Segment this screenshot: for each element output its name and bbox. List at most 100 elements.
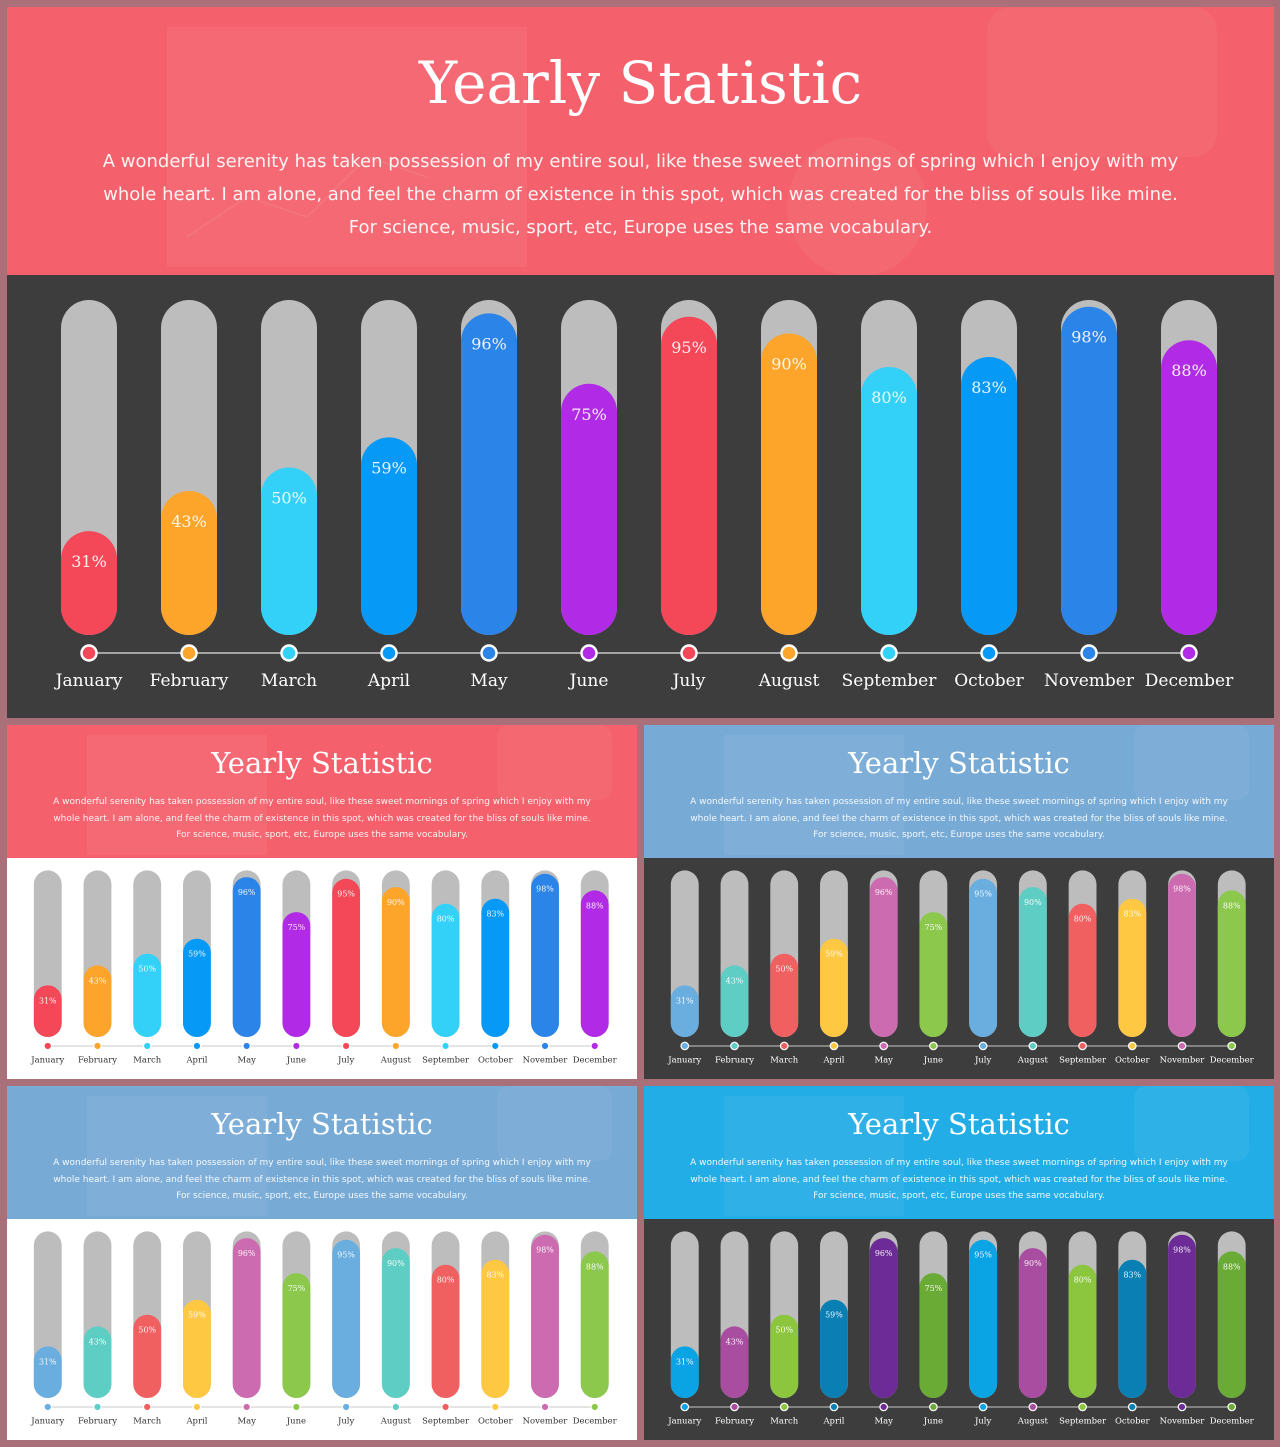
month-label: February bbox=[78, 1415, 117, 1425]
month-label: August bbox=[380, 1054, 412, 1064]
bar-march bbox=[133, 953, 162, 1038]
bar-february bbox=[720, 1326, 749, 1399]
timeline-dot bbox=[1127, 1402, 1137, 1412]
bar-value-label: 90% bbox=[1024, 1259, 1042, 1268]
timeline-dot bbox=[779, 1041, 789, 1051]
bar-july bbox=[661, 316, 717, 635]
timeline-dot bbox=[978, 1402, 988, 1412]
bar-value-label: 95% bbox=[337, 1251, 355, 1260]
timeline-dot bbox=[292, 1402, 301, 1412]
slide-header: Yearly Statistic A wonderful serenity ha… bbox=[7, 1086, 637, 1219]
bar-february bbox=[720, 965, 749, 1038]
month-label: May bbox=[470, 671, 508, 691]
timeline-dot bbox=[779, 1402, 789, 1412]
bar-value-label: 80% bbox=[871, 388, 907, 407]
timeline-dot bbox=[480, 644, 498, 662]
bar-value-label: 98% bbox=[1173, 885, 1191, 894]
bar-value-label: 88% bbox=[586, 901, 604, 910]
bar-value-label: 75% bbox=[288, 923, 306, 932]
bar-september bbox=[1068, 903, 1097, 1038]
bar-value-label: 88% bbox=[1171, 361, 1207, 380]
bar-october bbox=[1118, 1259, 1147, 1399]
bar-may bbox=[232, 877, 261, 1038]
timeline-dot bbox=[1028, 1041, 1038, 1051]
timeline-dot bbox=[43, 1041, 53, 1051]
bar-january bbox=[670, 985, 699, 1038]
bar-october bbox=[961, 356, 1017, 635]
bar-may bbox=[461, 313, 517, 635]
bar-march bbox=[133, 1314, 162, 1399]
bar-september bbox=[431, 903, 460, 1038]
month-label: August bbox=[380, 1415, 412, 1425]
bar-august bbox=[1018, 887, 1047, 1038]
timeline-dot bbox=[380, 644, 398, 662]
month-label: July bbox=[671, 671, 706, 691]
bar-february bbox=[83, 965, 112, 1038]
month-label: September bbox=[842, 671, 938, 691]
timeline-dot bbox=[680, 1041, 690, 1051]
timeline-dot bbox=[590, 1402, 600, 1412]
bar-value-label: 80% bbox=[437, 915, 455, 924]
timeline-dot bbox=[540, 1041, 550, 1051]
timeline-dot bbox=[1127, 1041, 1137, 1051]
timeline-dot bbox=[93, 1041, 102, 1051]
month-label: December bbox=[1145, 671, 1234, 691]
month-label: November bbox=[1160, 1054, 1206, 1064]
bar-october bbox=[481, 1259, 510, 1399]
bar-value-label: 98% bbox=[536, 1246, 554, 1255]
bar-chart: 31% January 43% February 50% March 59% April 96%… bbox=[667, 1231, 1255, 1425]
timeline-dot bbox=[80, 644, 98, 662]
bar-value-label: 95% bbox=[974, 1251, 992, 1260]
month-label: January bbox=[30, 1054, 64, 1064]
bar-december bbox=[1217, 1251, 1246, 1399]
slide-variant-red-light: Yearly Statistic A wonderful serenity ha… bbox=[7, 725, 637, 1079]
timeline-dot bbox=[780, 644, 798, 662]
timeline-dot bbox=[341, 1041, 351, 1051]
bar-value-label: 88% bbox=[1223, 1262, 1241, 1271]
bar-december bbox=[1161, 340, 1217, 635]
timeline-dot bbox=[730, 1041, 739, 1051]
bar-chart: 31% January 43% February 50% March 59% April 96%… bbox=[30, 1231, 618, 1425]
header-background-photo bbox=[7, 7, 1274, 275]
timeline-dot bbox=[1177, 1041, 1187, 1051]
bar-value-label: 59% bbox=[188, 950, 206, 959]
slide-header: Yearly Statistic A wonderful serenity ha… bbox=[7, 7, 1274, 275]
bar-value-label: 98% bbox=[536, 885, 554, 894]
bar-september bbox=[1068, 1264, 1097, 1399]
chart-panel: 31% January 43% February 50% March 59% April 96%… bbox=[644, 1219, 1274, 1440]
month-label: April bbox=[367, 671, 410, 691]
bar-value-label: 83% bbox=[486, 910, 504, 919]
timeline-dot bbox=[341, 1402, 351, 1412]
bar-value-label: 50% bbox=[138, 965, 156, 974]
month-label: September bbox=[1059, 1415, 1107, 1425]
timeline-dot bbox=[1180, 644, 1198, 662]
month-label: July bbox=[337, 1415, 355, 1425]
bar-value-label: 96% bbox=[875, 888, 893, 897]
slide-header: Yearly Statistic A wonderful serenity ha… bbox=[644, 1086, 1274, 1219]
bar-march bbox=[770, 953, 799, 1038]
month-label: February bbox=[78, 1054, 117, 1064]
header-background-photo bbox=[644, 1086, 1274, 1219]
timeline-dot bbox=[43, 1402, 53, 1412]
bar-value-label: 75% bbox=[925, 1284, 943, 1293]
bar-january bbox=[33, 1346, 62, 1399]
bar-value-label: 98% bbox=[1173, 1246, 1191, 1255]
bar-november bbox=[1168, 873, 1196, 1038]
bar-value-label: 96% bbox=[471, 334, 507, 353]
month-label: May bbox=[237, 1054, 256, 1064]
bar-value-label: 80% bbox=[1074, 915, 1092, 924]
month-label: February bbox=[150, 671, 229, 691]
timeline-dot bbox=[180, 644, 198, 662]
bar-value-label: 96% bbox=[875, 1249, 893, 1258]
slide-variant-cyan-dark: Yearly Statistic A wonderful serenity ha… bbox=[644, 1086, 1274, 1440]
month-label: January bbox=[30, 1415, 64, 1425]
bar-value-label: 43% bbox=[726, 1337, 744, 1346]
bar-february bbox=[161, 490, 217, 635]
bar-value-label: 83% bbox=[486, 1271, 504, 1280]
slide-main: Yearly Statistic A wonderful serenity ha… bbox=[7, 7, 1274, 718]
bar-value-label: 43% bbox=[89, 976, 107, 985]
month-label: January bbox=[667, 1054, 701, 1064]
timeline-dot bbox=[980, 644, 998, 662]
bar-value-label: 59% bbox=[825, 1311, 843, 1320]
slide-description: A wonderful serenity has taken possessio… bbox=[102, 151, 1179, 238]
